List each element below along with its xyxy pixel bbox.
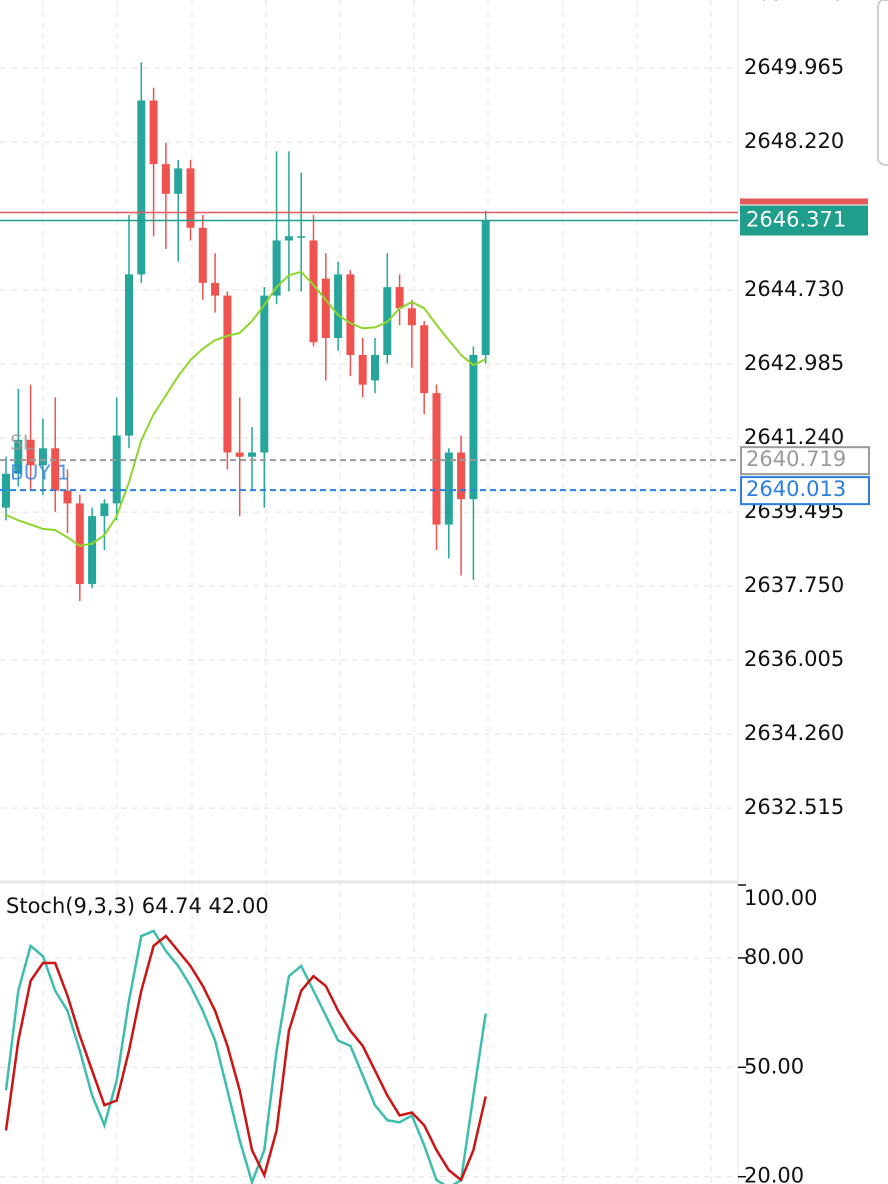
- y-tick-label: 2637.750: [744, 573, 844, 597]
- candle-body: [260, 295, 269, 453]
- candle-body: [125, 274, 133, 436]
- y-tick-label: 2649.965: [744, 55, 844, 79]
- y-tick-label: 2632.515: [744, 795, 844, 819]
- y-tick-label: 20.00: [744, 1164, 804, 1184]
- candle-body: [88, 516, 97, 584]
- candle-body: [235, 452, 244, 457]
- candle-body: [198, 227, 207, 283]
- candle-body: [334, 274, 343, 339]
- candle-body: [432, 393, 441, 525]
- candle-body: [211, 282, 220, 296]
- candle-body: [309, 240, 318, 343]
- candle-body: [297, 236, 306, 238]
- candle-body: [14, 439, 23, 474]
- candle-body: [137, 100, 146, 275]
- y-tick-label: 2651.710: [744, 0, 844, 5]
- candle-body: [407, 308, 416, 326]
- candle-body: [371, 354, 379, 381]
- bid-label: 2646.371: [746, 207, 846, 231]
- candle-body: [395, 287, 404, 309]
- side-panel-edge: [877, 0, 888, 166]
- y-tick-label: 2642.985: [744, 351, 844, 375]
- candle-body: [358, 354, 367, 385]
- candle-body: [284, 236, 293, 241]
- y-tick-label: 2648.220: [744, 129, 844, 153]
- candle-body: [469, 354, 478, 500]
- stoch-line: [4, 934, 487, 1183]
- bid-box: [740, 205, 868, 236]
- y-tick-label: 50.00: [744, 1054, 804, 1078]
- y-tick-label: 2641.240: [744, 425, 844, 449]
- candle-body: [481, 220, 490, 355]
- stoch-line: [4, 929, 487, 1184]
- candle-body: [149, 100, 158, 165]
- candle-body: [346, 274, 355, 355]
- moving-average: [5, 270, 487, 547]
- ask-marker: [740, 198, 868, 205]
- candle-body: [272, 240, 281, 296]
- candle-body: [444, 452, 453, 525]
- candle-body: [26, 439, 35, 466]
- order-name: SL: [10, 431, 35, 455]
- candle-body: [321, 278, 330, 339]
- candle-body: [63, 490, 72, 504]
- candle-body: [75, 503, 84, 584]
- order-box: [740, 476, 870, 506]
- candle-body: [38, 448, 47, 466]
- order-price: 2640.013: [746, 477, 846, 501]
- y-tick-label: 2636.005: [744, 647, 844, 671]
- y-tick-label: 2644.730: [744, 277, 844, 301]
- candle-body: [420, 325, 429, 394]
- candle-body: [112, 435, 121, 504]
- order-name: BUY 1: [10, 461, 70, 485]
- candle-body: [223, 295, 232, 453]
- order-price: 2640.719: [746, 447, 846, 471]
- candle-body: [100, 503, 109, 517]
- candle-body: [248, 452, 256, 457]
- candle-body: [51, 448, 60, 491]
- candle-body: [161, 164, 170, 194]
- candle-body: [186, 168, 195, 228]
- stoch-title: Stoch(9,3,3) 64.74 42.00: [6, 894, 269, 918]
- order-box: [740, 446, 870, 476]
- candle-body: [174, 168, 183, 194]
- y-tick-label: 100.00: [744, 886, 817, 910]
- y-tick-label: 80.00: [744, 945, 804, 969]
- candle-body: [457, 452, 466, 500]
- y-tick-label: 2634.260: [744, 721, 844, 745]
